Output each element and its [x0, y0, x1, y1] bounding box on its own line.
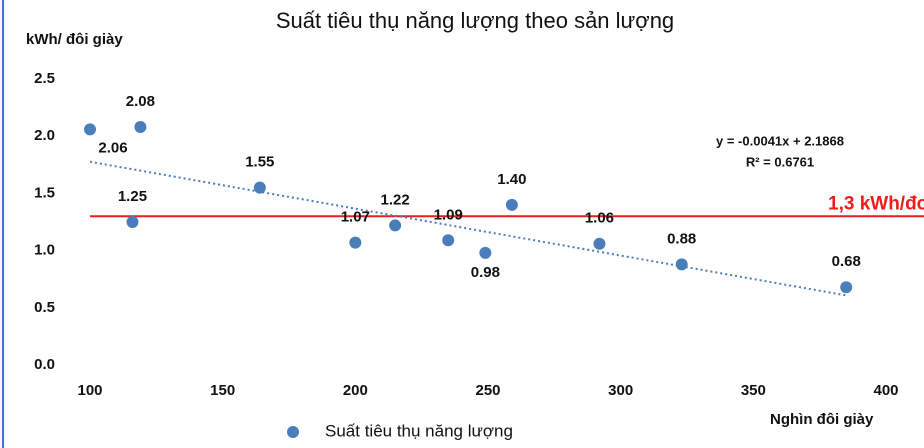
y-tick-label: 0.0 — [34, 356, 55, 373]
x-tick-label: 300 — [608, 382, 633, 399]
x-tick-label: 150 — [210, 382, 235, 399]
x-tick-label: 250 — [475, 382, 500, 399]
y-axis-label: kWh/ đôi giày — [26, 31, 123, 48]
data-label: 1.07 — [341, 209, 370, 226]
data-label: 2.08 — [126, 93, 155, 110]
reference-label: 1,3 kWh/đơn vị — [828, 193, 924, 214]
y-tick-label: 2.5 — [34, 70, 55, 87]
y-tick-label: 2.0 — [34, 127, 55, 144]
point — [479, 246, 492, 259]
legend-label: Suất tiêu thụ năng lượng — [325, 421, 513, 440]
y-tick-label: 1.0 — [34, 242, 55, 259]
point — [505, 198, 518, 211]
point — [675, 258, 688, 271]
data-label: 1.22 — [381, 191, 410, 208]
point — [349, 236, 362, 249]
data-label: 1.25 — [118, 188, 147, 205]
data-label: 0.68 — [832, 253, 861, 270]
data-label: 0.98 — [471, 264, 500, 281]
x-tick-label: 350 — [741, 382, 766, 399]
point — [84, 123, 96, 136]
point — [840, 281, 853, 294]
y-tick-label: 0.5 — [34, 299, 55, 316]
data-label: 1.40 — [497, 171, 526, 188]
point — [126, 216, 139, 228]
trendline-equation: y = -0.0041x + 2.1868 — [716, 133, 844, 148]
data-label: 1.06 — [585, 210, 614, 227]
data-label: 0.88 — [667, 230, 696, 247]
x-axis-label: Nghìn đôi giày — [770, 411, 874, 428]
point — [593, 237, 606, 250]
legend-marker — [287, 426, 299, 438]
x-tick-label: 100 — [77, 382, 102, 399]
data-label: 1.09 — [434, 206, 463, 223]
x-tick-label: 400 — [873, 382, 898, 399]
point — [134, 121, 147, 134]
point — [253, 181, 266, 194]
y-tick-label: 1.5 — [34, 184, 55, 201]
data-label: 2.06 — [98, 139, 127, 156]
point — [442, 234, 455, 247]
x-tick-label: 200 — [343, 382, 368, 399]
data-label: 1.55 — [245, 154, 274, 171]
trendline-r2: R² = 0.6761 — [746, 154, 814, 169]
point — [389, 219, 402, 232]
chart-title: Suất tiêu thụ năng lượng theo sản lượng — [276, 8, 674, 33]
trendline — [89, 160, 847, 297]
